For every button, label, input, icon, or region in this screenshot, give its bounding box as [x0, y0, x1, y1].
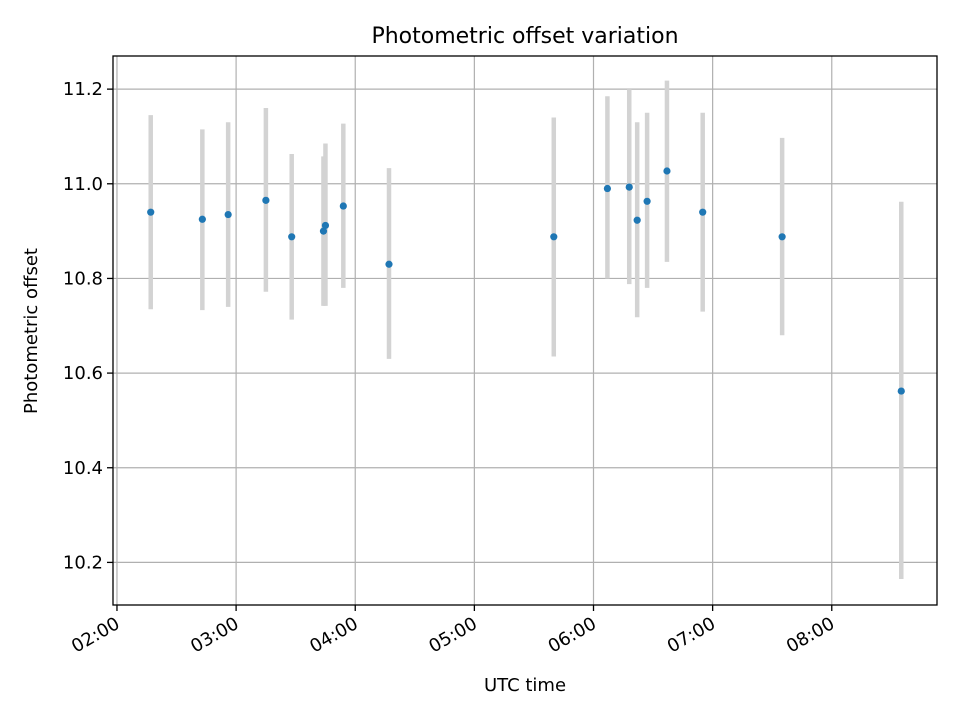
x-tick-label: 02:00 — [68, 613, 123, 657]
y-tick-label: 10.2 — [63, 552, 103, 573]
x-tick-label: 05:00 — [425, 613, 480, 657]
data-point — [643, 197, 651, 205]
data-point — [321, 221, 330, 230]
x-tick-label: 03:00 — [187, 613, 242, 657]
data-point — [339, 202, 347, 210]
data-points — [147, 167, 905, 395]
data-point — [147, 208, 155, 216]
data-point — [288, 233, 296, 241]
data-point — [603, 184, 612, 193]
data-point — [198, 215, 206, 223]
y-axis-label: Photometric offset — [21, 248, 42, 414]
x-tick-label: 04:00 — [306, 613, 361, 657]
data-point — [699, 208, 707, 216]
grid-lines — [113, 56, 937, 605]
error-bars — [148, 80, 904, 579]
axis-ticks: 02:00 03:00 04:00 05:00 06:00 07:00 08:00 10.2 1… — [63, 79, 838, 657]
y-tick-label: 10.6 — [63, 363, 103, 384]
x-axis-label: UTC time — [484, 675, 566, 696]
data-point — [224, 210, 232, 219]
data-point — [550, 233, 558, 241]
data-point — [778, 233, 786, 241]
x-tick-label: 06:00 — [545, 613, 600, 657]
data-point — [897, 387, 905, 395]
data-point — [319, 227, 328, 235]
x-tick-label: 08:00 — [783, 613, 838, 657]
y-tick-label: 10.4 — [63, 458, 103, 479]
data-point — [625, 183, 633, 191]
data-point — [663, 167, 671, 175]
data-point — [633, 216, 641, 224]
chart-title: Photometric offset variation — [371, 24, 678, 49]
plot-frame — [112, 55, 938, 606]
y-tick-label: 10.8 — [63, 268, 103, 289]
y-tick-label: 11.2 — [63, 79, 103, 100]
y-tick-label: 11.0 — [63, 174, 103, 195]
data-point — [385, 260, 393, 268]
x-tick-label: 07:00 — [664, 613, 719, 657]
data-point — [262, 196, 270, 204]
